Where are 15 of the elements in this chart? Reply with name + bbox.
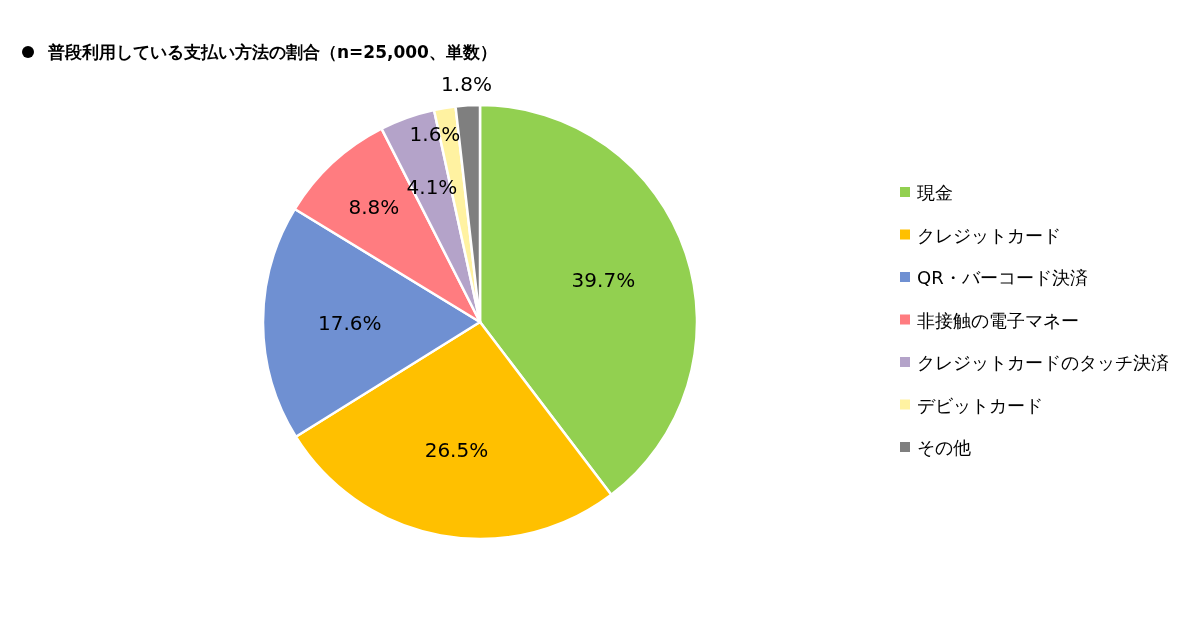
legend-label: 現金 — [917, 182, 953, 203]
data-label: 26.5% — [424, 438, 489, 463]
legend-label: クレジットカードのタッチ決済 — [917, 352, 1169, 373]
data-label: 4.1% — [406, 175, 458, 200]
legend-label: デビットカード — [917, 394, 1043, 416]
data-label: 1.6% — [409, 121, 461, 146]
chart-title: 普段利用している支払い方法の割合（n=25,000、単数） — [47, 42, 497, 62]
data-label: 17.6% — [318, 310, 382, 335]
data-label: 39.7% — [571, 268, 636, 293]
data-label: 1.8% — [441, 71, 492, 96]
legend-label: その他 — [917, 437, 971, 458]
legend-label: クレジットカード — [917, 224, 1061, 246]
legend-label: 非接触の電子マネー — [917, 309, 1079, 331]
legend-label: QR・バーコード決済 — [917, 267, 1088, 288]
data-label: 8.8% — [348, 195, 400, 220]
